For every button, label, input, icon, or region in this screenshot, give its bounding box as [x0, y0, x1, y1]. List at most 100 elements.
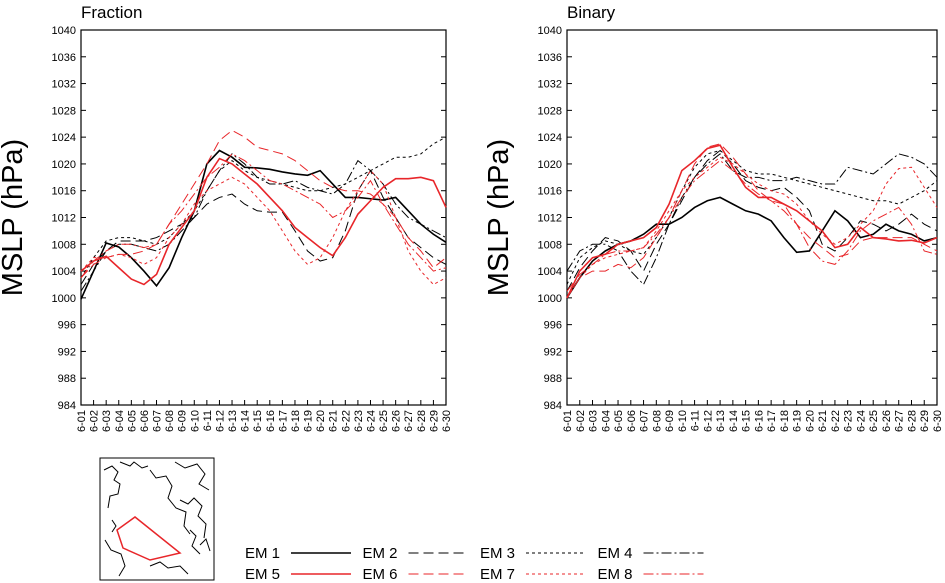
chart-title: Fraction	[81, 3, 142, 22]
y-tick-label: 996	[544, 320, 562, 332]
plot-frame	[566, 29, 938, 406]
y-tick-label: 1024	[538, 132, 562, 144]
legend-label: EM 7	[480, 566, 515, 583]
x-tick-label: 6-20	[315, 410, 327, 432]
x-tick-label: 6-29	[428, 410, 440, 432]
y-tick-label: 1000	[52, 293, 76, 305]
series-line	[80, 169, 447, 286]
x-tick-label: 6-06	[626, 410, 638, 432]
series-line	[566, 143, 938, 299]
y-tick-label: 996	[58, 320, 76, 332]
y-tick-label: 1016	[52, 186, 76, 198]
plot-frame	[80, 29, 447, 406]
y-tick-label: 1020	[538, 159, 562, 171]
x-tick-label: 6-23	[843, 410, 855, 432]
series-line	[566, 159, 938, 292]
y-tick-label: 1028	[52, 105, 76, 117]
legend-label: EM 3	[480, 545, 515, 562]
x-tick-label: 6-24	[855, 410, 867, 432]
x-tick-label: 6-28	[906, 410, 918, 432]
map-frame	[99, 457, 215, 581]
y-tick-label: 1036	[538, 52, 562, 64]
y-tick-label: 992	[58, 346, 76, 358]
x-tick-label: 6-19	[303, 410, 315, 432]
y-tick-label: 988	[544, 373, 562, 385]
y-tick-label: 1032	[538, 79, 562, 91]
x-tick-label: 6-14	[240, 410, 252, 432]
x-tick-label: 6-20	[804, 410, 816, 432]
x-tick-label: 6-10	[677, 410, 689, 432]
series-line	[80, 129, 447, 279]
x-tick-label: 6-15	[252, 410, 264, 432]
x-tick-label: 6-18	[779, 410, 791, 432]
series-line	[80, 153, 447, 279]
series-line	[80, 157, 447, 286]
x-tick-label: 6-24	[365, 410, 377, 432]
x-tick-label: 6-21	[817, 410, 829, 432]
y-tick-label: 1024	[52, 132, 76, 144]
x-tick-label: 6-09	[177, 410, 189, 432]
x-tick-label: 6-12	[702, 410, 714, 432]
x-tick-label: 6-08	[164, 410, 176, 432]
series-line	[80, 169, 447, 285]
legend-label: EM 2	[363, 545, 398, 562]
y-axis-label: MSLP (hPa)	[483, 139, 515, 296]
x-tick-label: 6-14	[728, 410, 740, 432]
x-tick-label: 6-30	[441, 410, 453, 432]
x-tick-label: 6-25	[868, 410, 880, 432]
x-tick-label: 6-26	[391, 410, 403, 432]
x-tick-label: 6-15	[741, 410, 753, 432]
x-tick-label: 6-06	[139, 410, 151, 432]
x-tick-label: 6-23	[353, 410, 365, 432]
x-tick-label: 6-02	[575, 410, 587, 432]
region-outline	[116, 516, 182, 561]
coastline	[103, 461, 211, 577]
x-tick-label: 6-29	[919, 410, 931, 432]
series-line	[566, 149, 938, 292]
x-tick-label: 6-22	[340, 410, 352, 432]
y-axis-label: MSLP (hPa)	[0, 139, 29, 296]
x-tick-label: 6-01	[76, 410, 88, 432]
y-tick-label: 1008	[538, 239, 562, 251]
x-tick-label: 6-25	[378, 410, 390, 432]
series-line	[566, 144, 938, 299]
series-line	[566, 156, 938, 299]
x-tick-label: 6-27	[403, 410, 415, 432]
series-line	[80, 153, 447, 292]
y-tick-label: 1012	[52, 213, 76, 225]
y-tick-label: 1020	[52, 159, 76, 171]
x-tick-label: 6-12	[214, 410, 226, 432]
series-line	[566, 196, 938, 299]
x-tick-label: 6-05	[613, 410, 625, 432]
series-line	[566, 149, 938, 285]
series-line	[566, 153, 938, 286]
x-tick-label: 6-03	[588, 410, 600, 432]
x-tick-label: 6-22	[830, 410, 842, 432]
x-tick-label: 6-07	[639, 410, 651, 432]
y-tick-label: 1028	[538, 105, 562, 117]
y-tick-label: 1040	[52, 25, 76, 37]
y-tick-label: 1008	[52, 239, 76, 251]
x-tick-label: 6-04	[600, 410, 612, 432]
y-tick-label: 1036	[52, 52, 76, 64]
x-tick-label: 6-18	[290, 410, 302, 432]
x-tick-label: 6-05	[126, 410, 138, 432]
x-tick-label: 6-19	[792, 410, 804, 432]
y-tick-label: 1004	[52, 266, 76, 278]
chart-title: Binary	[567, 3, 616, 22]
x-tick-label: 6-21	[328, 410, 340, 432]
series-line	[80, 136, 447, 279]
x-tick-label: 6-28	[416, 410, 428, 432]
legend-label: EM 8	[598, 566, 633, 583]
x-tick-label: 6-09	[664, 410, 676, 432]
y-tick-label: 1040	[538, 25, 562, 37]
map-inset	[99, 457, 215, 581]
y-tick-label: 992	[544, 346, 562, 358]
x-tick-label: 6-11	[690, 410, 702, 431]
legend-label: EM 6	[363, 566, 398, 583]
x-tick-label: 6-16	[753, 410, 765, 432]
x-tick-label: 6-08	[651, 410, 663, 432]
x-tick-label: 6-02	[89, 410, 101, 432]
y-tick-label: 1000	[538, 293, 562, 305]
